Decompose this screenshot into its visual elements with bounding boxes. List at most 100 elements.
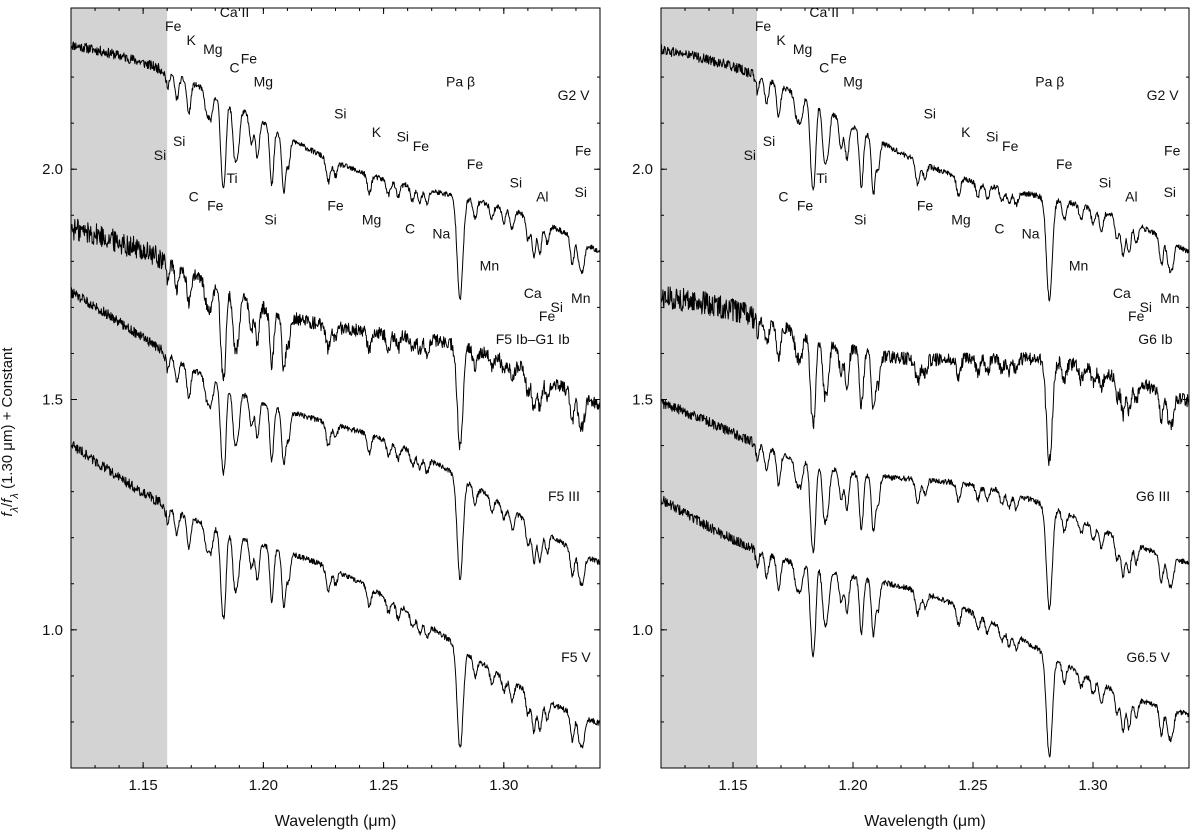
feature-label: Mn [571, 290, 590, 306]
feature-label: Si [744, 147, 756, 163]
y-label-f1: f [0, 511, 16, 517]
y-label-rest: (1.30 μm) + Constant [0, 347, 16, 494]
y-label-sub1: λ [9, 507, 21, 513]
x-tick-label: 1.20 [249, 777, 278, 794]
spectrum-line [660, 286, 1190, 466]
feature-label: Mn [1160, 290, 1179, 306]
feature-label: Si [1164, 184, 1176, 200]
y-tick-label: 1.0 [42, 622, 63, 639]
feature-label: Ca II [809, 4, 839, 20]
feature-label: C [229, 59, 239, 75]
feature-label: C [778, 188, 788, 204]
series-label: F5 V [561, 649, 591, 665]
feature-label: Si [397, 129, 409, 145]
feature-label: Ca [524, 285, 542, 301]
feature-label: Ti [816, 170, 827, 186]
feature-label: Fe [327, 198, 344, 214]
feature-label: Fe [830, 50, 847, 66]
y-tick-label: 1.0 [632, 622, 653, 639]
spectrum-line [660, 399, 1190, 611]
feature-label: Ca II [220, 4, 250, 20]
y-label-sub2: λ [9, 493, 21, 499]
feature-label: K [961, 124, 971, 140]
feature-label: Fe [539, 308, 556, 324]
series-label: G2 V [558, 87, 591, 103]
feature-label: Fe [1056, 156, 1073, 172]
series-label: G6 Ib [1138, 331, 1172, 347]
series-label: G6.5 V [1126, 649, 1170, 665]
y-tick-label: 1.5 [42, 392, 63, 409]
spectrum-line [70, 287, 601, 587]
feature-label: Al [536, 188, 548, 204]
x-tick-label: 1.15 [718, 777, 747, 794]
feature-label: Si [854, 211, 866, 227]
feature-label: Mg [362, 211, 381, 227]
feature-label: Fe [413, 138, 430, 154]
feature-label: Si [575, 184, 587, 200]
feature-label: Fe [1164, 142, 1181, 158]
feature-label: C [994, 221, 1004, 237]
spectrum-line [70, 41, 601, 300]
spectrum-line [660, 44, 1190, 302]
feature-label: Mg [254, 73, 273, 89]
feature-label: Si [924, 106, 936, 122]
feature-label: Fe [1128, 308, 1145, 324]
feature-label: Fe [467, 156, 484, 172]
feature-label: Ca [1113, 285, 1131, 301]
feature-label: Mn [1069, 258, 1088, 274]
feature-label: Fe [241, 50, 258, 66]
y-tick-label: 2.0 [632, 161, 653, 178]
feature-label: Pa β [446, 73, 475, 89]
feature-label: Fe [165, 18, 182, 34]
x-tick-label: 1.25 [369, 777, 398, 794]
spectrum-line [70, 441, 601, 749]
feature-label: Si [763, 133, 775, 149]
x-axis-label: Wavelength (μm) [275, 813, 397, 830]
feature-label: Fe [207, 198, 224, 214]
y-label-f2: f [0, 497, 16, 503]
series-label: G6 III [1136, 488, 1170, 504]
y-axis-label: fλ/fλ (1.30 μm) + Constant [0, 347, 21, 517]
shaded-region [71, 8, 168, 768]
feature-label: Si [550, 299, 562, 315]
feature-label: K [372, 124, 382, 140]
feature-label: K [776, 32, 786, 48]
feature-label: Mn [480, 258, 499, 274]
series-label: G2 V [1147, 87, 1180, 103]
spectrum-line [70, 218, 601, 451]
feature-label: Fe [755, 18, 772, 34]
y-tick-label: 1.5 [632, 392, 653, 409]
feature-label: Si [510, 175, 522, 191]
feature-label: Si [173, 133, 185, 149]
feature-label: C [405, 221, 415, 237]
feature-label: K [187, 32, 197, 48]
feature-label: Na [432, 225, 450, 241]
feature-label: Fe [1002, 138, 1019, 154]
feature-label: Fe [917, 198, 934, 214]
shaded-region [661, 8, 757, 768]
feature-label: Mg [951, 211, 970, 227]
feature-label: Si [154, 147, 166, 163]
feature-label: Si [264, 211, 276, 227]
feature-label: Si [1099, 175, 1111, 191]
x-axis-label: Wavelength (μm) [864, 813, 986, 830]
series-label: F5 III [548, 488, 580, 504]
feature-label: Mg [843, 73, 862, 89]
feature-label: Fe [797, 198, 814, 214]
feature-label: Si [1140, 299, 1152, 315]
feature-label: Na [1022, 225, 1040, 241]
feature-label: Al [1125, 188, 1137, 204]
feature-label: C [819, 59, 829, 75]
feature-label: Si [986, 129, 998, 145]
feature-label: Pa β [1035, 73, 1064, 89]
x-tick-label: 1.30 [489, 777, 518, 794]
series-label: F5 Ib–G1 Ib [496, 331, 570, 347]
x-tick-label: 1.25 [958, 777, 987, 794]
x-tick-label: 1.15 [129, 777, 158, 794]
x-tick-label: 1.20 [838, 777, 867, 794]
feature-label: Mg [793, 41, 812, 57]
